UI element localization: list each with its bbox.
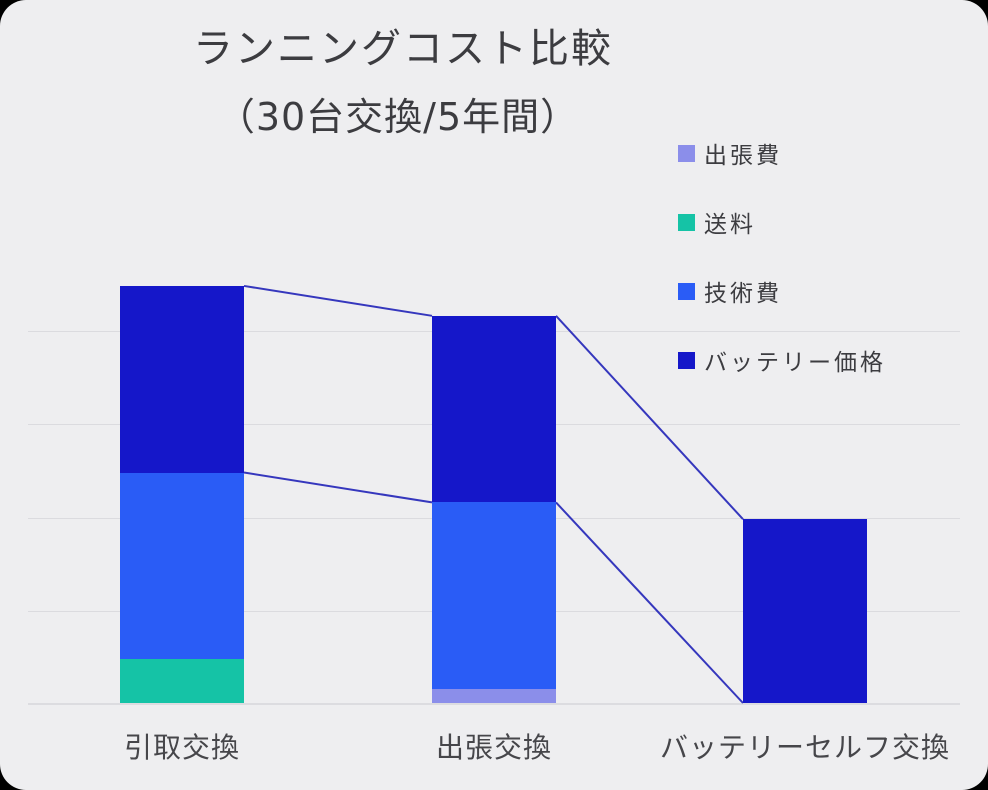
legend-label: 技術費 [704, 281, 782, 307]
legend-label: 出張費 [704, 143, 782, 169]
series-connector-line-バッテリー価格 [243, 284, 433, 317]
chart-title: ランニングコスト比較 [193, 26, 613, 72]
bar-segment-技術費 [432, 502, 556, 689]
bar-segment-バッテリー価格 [743, 519, 867, 703]
legend-item-battery-kakaku: バッテリー価格 [678, 348, 886, 376]
x-axis-line [28, 703, 960, 705]
bar-segment-技術費 [120, 472, 244, 660]
bar-segment-出張費 [432, 689, 556, 703]
bar-segment-送料 [120, 659, 244, 703]
legend-label: 送料 [704, 212, 756, 238]
chart-subtitle: （30台交換/5年間） [216, 95, 580, 139]
legend-item-shucchouhi: 出張費 [678, 141, 886, 169]
legend-swatch-icon [678, 351, 695, 369]
x-axis-label-shucchou: 出張交換 [435, 731, 553, 764]
bar-segment-バッテリー価格 [432, 315, 556, 503]
x-axis-label-self: バッテリーセルフ交換 [659, 731, 951, 764]
bar-segment-バッテリー価格 [120, 285, 244, 473]
chart-legend: 出張費 送料 技術費 バッテリー価格 [678, 141, 886, 417]
legend-label: バッテリー価格 [704, 350, 886, 376]
series-connector-line-技術費 [555, 501, 744, 704]
series-connector-line-技術費 [243, 471, 433, 504]
legend-swatch-icon [678, 282, 695, 300]
legend-swatch-icon [678, 144, 695, 162]
legend-item-souryou: 送料 [678, 210, 886, 238]
legend-swatch-icon [678, 213, 695, 231]
legend-item-gijutsuhi: 技術費 [678, 279, 886, 307]
x-axis-label-hikitori: 引取交換 [123, 731, 241, 764]
